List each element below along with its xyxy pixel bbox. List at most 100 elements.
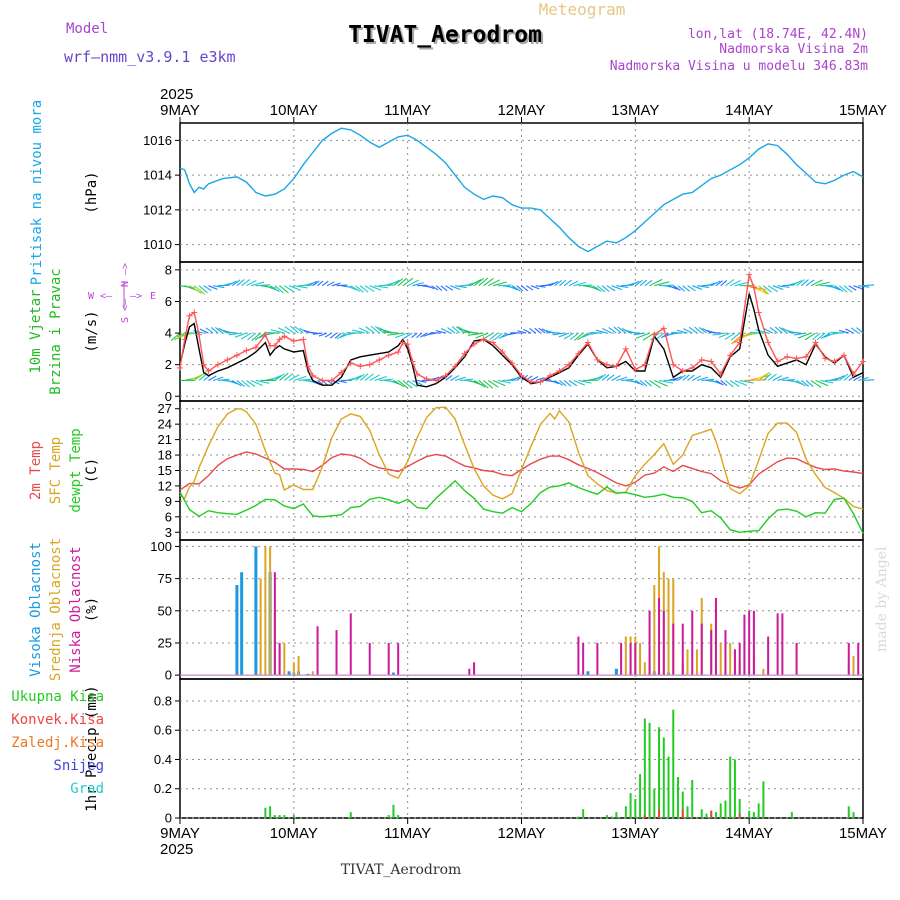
y-tick-label: 1010 [143,237,172,252]
panel-unit-label: (m/s) [84,310,100,352]
y-tick-label: 2 [165,357,172,372]
gust-marker [177,364,183,371]
wind-arrow [767,285,778,293]
wind-arrow [326,281,335,287]
wind-arrow [250,281,265,287]
precip-bar [658,727,661,818]
wind-arrow [767,373,777,381]
cloud-bar [658,597,661,676]
panel-title-label: Srednja Oblacnost [48,538,64,681]
wind-arrow [672,285,681,291]
cloud-bar [752,610,755,676]
cloud-bar [795,642,798,676]
precip-bar [278,815,281,818]
wind-arrow [683,328,693,334]
precip-bar [639,774,642,818]
wind-arrow [507,285,518,291]
wind-arrow [517,330,527,334]
precip-bar [752,812,755,818]
wind-arrow [694,326,703,334]
dir-legend-w: W [88,291,95,302]
panel-unit-label: (hPa) [84,171,100,213]
wind-arrow [673,375,682,381]
precip-bar [705,813,708,818]
precip-bar [762,781,765,818]
y-tick-label: 1014 [143,168,172,183]
gust-marker [622,345,629,352]
precip-bar [577,816,580,818]
page-title-shadow: TIVAT_Aerodrom [350,24,544,50]
cloud-bar [686,649,689,676]
wind-arrow [342,332,356,337]
gust-marker [328,377,335,384]
wind-arrow [455,285,467,289]
wind-arrow [388,279,400,287]
wind-arrow [573,379,586,386]
wind-arrow [494,332,503,341]
wind-arrow [393,379,405,388]
wind-arrow [369,374,380,381]
precip-bar [658,809,661,818]
gust-marker [395,349,402,356]
wind-arrow [523,328,532,334]
wind-arrow [450,285,461,291]
wind-arrow [666,332,679,336]
wind-arrow [843,285,853,293]
gust-marker [679,367,686,374]
wind-arrow [312,332,323,335]
wind-arrow [644,279,653,287]
precip-legend-label: Konvek.Kisa [11,712,104,728]
wind-arrow [530,285,540,290]
precip-bar [724,800,727,818]
wind-arrow [597,374,607,381]
wind-arrow [597,285,606,293]
y-tick-label: 0.6 [154,723,172,738]
wind-arrow [691,375,702,381]
wind-arrow [234,332,247,338]
cloud-bar [397,642,400,676]
wind-arrow [312,280,320,287]
precip-bar [615,812,618,818]
wind-arrow [845,328,854,334]
wind-arrow [227,280,237,287]
wind-arrow [850,327,859,334]
cloud-bar [391,672,395,676]
date-label-bottom: 14MAY [725,825,773,842]
gust-marker [812,339,819,346]
gust-marker [300,336,307,343]
dir-legend-right: —> [130,291,142,302]
wind-arrow [374,285,389,289]
wind-arrow [635,279,643,287]
gust-marker [347,360,354,367]
cloud-bar [695,649,698,676]
wind-arrow [459,378,474,382]
precip-bar [397,815,400,818]
cloud-bar [762,668,765,676]
gust-marker [433,377,440,384]
wind-arrow [797,332,812,339]
wind-arrow [862,379,875,382]
wind-arrow [240,332,252,340]
wind-arrow [778,326,788,334]
cloud-bar [767,636,770,676]
y-tick-label: 27 [158,401,172,416]
precip-bar [643,718,646,818]
y-tick-label: 12 [158,478,172,493]
cloud-bar [316,626,319,676]
gust-marker [357,363,364,370]
wind-arrow [639,279,648,287]
gust-marker [281,333,288,340]
cloud-bar [662,610,665,676]
wind-arrow [203,285,212,292]
wind-arrow [649,380,661,389]
gust-marker [409,358,416,365]
wind-arrow [749,331,764,334]
wind-arrow [621,378,634,382]
cloud-bar [719,642,722,676]
wind-arrow [269,285,280,293]
model-label: Model [66,21,108,37]
gust-marker [641,361,648,368]
precip-bar [738,798,741,818]
wind-arrow [800,279,809,287]
elevation-label: Nadmorska Visina 2m [719,42,868,57]
